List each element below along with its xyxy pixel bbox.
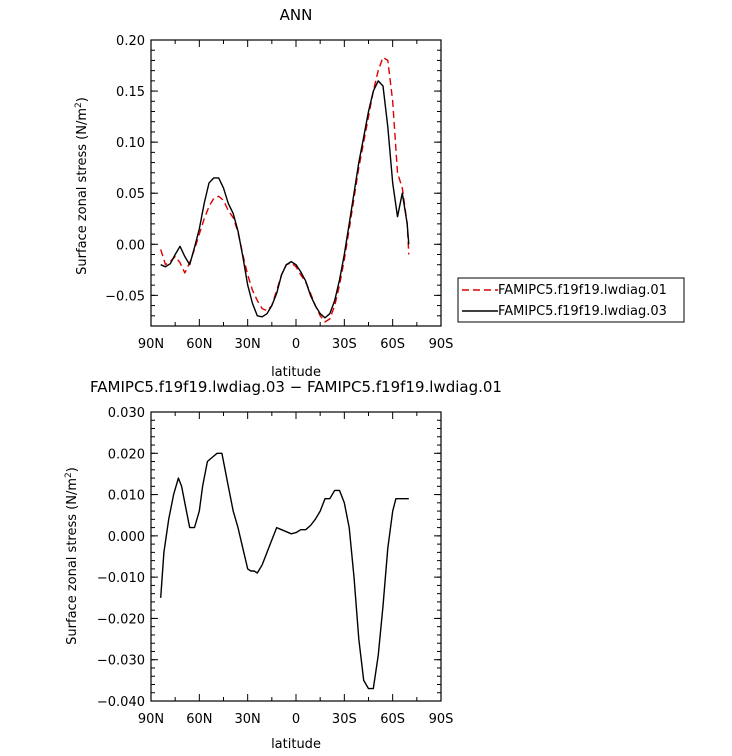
top-y-tick-label: 0.00 [116, 238, 145, 253]
top-chart-xlabel: latitude [271, 365, 321, 380]
top-chart-title: ANN [280, 6, 313, 24]
top-x-tick-label: 90N [138, 337, 164, 352]
top-chart-ylabel: Surface zonal stress (N/m2) [74, 97, 90, 275]
bottom-chart-ylabel-sup: 2 [64, 472, 74, 478]
top-plot-frame [150, 39, 442, 327]
bottom-x-tick-label: 60S [380, 712, 405, 727]
bottom-y-tick-label: −0.030 [97, 654, 145, 669]
bottom-x-tick-label: 30S [332, 712, 357, 727]
bottom-x-tick-label: 0 [292, 712, 300, 727]
top-x-tick-label: 30N [235, 337, 261, 352]
top-x-tick-label: 30S [332, 337, 357, 352]
bottom-x-tick-label: 90N [138, 712, 164, 727]
top-series-line-2 [160, 80, 410, 319]
legend-label-series-1: FAMIPC5.f19f19.lwdiag.01 [498, 283, 667, 298]
bottom-chart-ylabel-close: ) [65, 467, 80, 472]
top-x-tick-label: 60N [186, 337, 212, 352]
top-chart-ylabel-sup: 2 [74, 102, 84, 108]
top-y-tick-label: 0.05 [116, 187, 145, 202]
top-chart: 90N 60N 30N 0 30S 60S 90S −0.05 0.00 0.05 0.10 0.15… [105, 34, 453, 352]
top-y-tick-label: 0.10 [116, 136, 145, 151]
legend-label-series-2: FAMIPC5.f19f19.lwdiag.03 [498, 304, 667, 319]
bottom-chart-ylabel-main: Surface zonal stress (N/m [65, 478, 80, 645]
top-chart-ylabel-main: Surface zonal stress (N/m [75, 108, 90, 275]
bottom-chart-title: FAMIPC5.f19f19.lwdiag.03 − FAMIPC5.f19f1… [90, 378, 502, 396]
bottom-y-tick-label: 0.020 [108, 447, 145, 462]
bottom-chart-xlabel: latitude [271, 737, 321, 752]
bottom-y-tick-label: 0.010 [108, 489, 145, 504]
top-x-tick-label: 0 [292, 337, 300, 352]
bottom-plot-frame [150, 411, 442, 702]
top-y-tick-label: −0.05 [105, 289, 145, 304]
bottom-y-tick-label: 0.000 [108, 530, 145, 545]
bottom-y-tick-label: −0.010 [97, 571, 145, 586]
top-chart-ylabel-close: ) [75, 97, 90, 102]
legend-box [457, 277, 685, 323]
top-x-tick-label: 60S [380, 337, 405, 352]
bottom-series-line-1 [160, 452, 409, 690]
bottom-y-tick-label: 0.030 [108, 406, 145, 421]
legend: FAMIPC5.f19f19.lwdiag.01 FAMIPC5.f19f19.… [457, 277, 685, 323]
bottom-x-tick-label: 30N [235, 712, 261, 727]
bottom-y-tick-label: −0.040 [97, 695, 145, 710]
bottom-x-tick-label: 60N [186, 712, 212, 727]
bottom-y-tick-label: −0.020 [97, 612, 145, 627]
bottom-x-tick-label: 90S [429, 712, 454, 727]
top-y-tick-label: 0.15 [116, 85, 145, 100]
bottom-chart-ylabel: Surface zonal stress (N/m2) [64, 467, 80, 645]
top-y-tick-label: 0.20 [116, 34, 145, 49]
bottom-chart: 90N 60N 30N 0 30S 60S 90S −0.040 −0.030 −0.020 −0.… [97, 406, 454, 727]
top-x-tick-label: 90S [429, 337, 454, 352]
